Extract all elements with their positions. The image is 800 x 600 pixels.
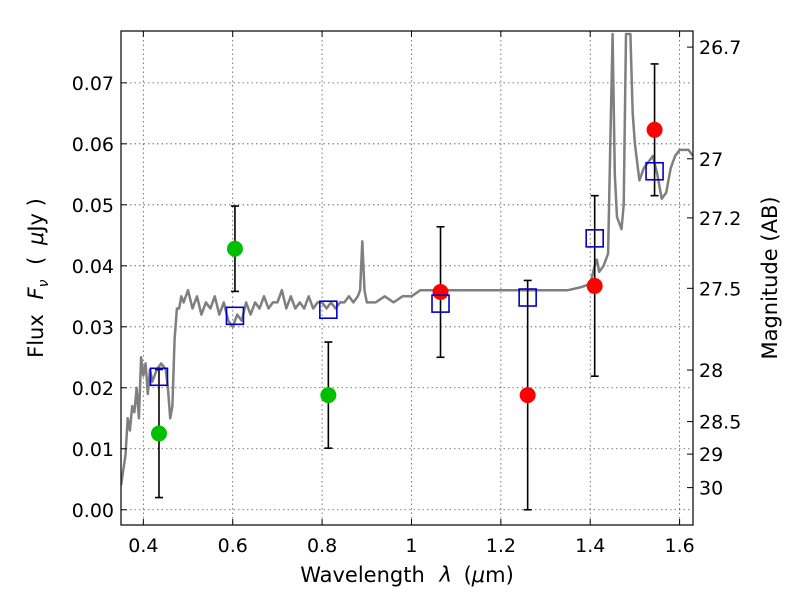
mag-tick-label-0: 26.7 [699,37,741,59]
model-photometry-square-1 [225,306,245,326]
photometry-point-0-1 [226,240,243,257]
mag-tick-label-5: 28.5 [699,412,741,434]
photometry-point-1-2 [586,277,603,294]
model-photometry-square-2 [319,300,338,320]
model-photometry-square-3 [431,294,450,313]
mag-tick-label-7: 30 [699,478,723,500]
y-tick-label-7: 0.07 [72,73,114,95]
model-spectrum-line [121,32,693,486]
x-tick-label-2: 0.8 [307,535,337,557]
mag-tick-label-2: 27.2 [699,208,741,230]
x-tick-label-1: 0.6 [218,535,248,557]
photometry-point-0-2 [320,387,337,404]
photometry-point-1-1 [519,387,536,404]
y-axis-label-unit-rest: Jy ) [24,198,48,234]
y-axis-label: Flux Fν ( μJy ) [24,198,53,358]
x-tick-label-3: 1 [405,535,417,557]
x-tick-label-5: 1.4 [575,535,605,557]
y-axis-label-unit-mu: μ [24,232,48,246]
x-tick-label-4: 1.2 [486,535,516,557]
x-axis-label-symbol: λ [438,563,451,587]
plot-frame [120,30,694,526]
model-photometry-square-6 [645,161,664,181]
model-photometry-square-0 [149,367,169,387]
x-axis-label-unit-rest: m) [485,563,514,587]
x-tick-label-0: 0.4 [128,535,158,557]
mag-tick-label-4: 28 [699,360,723,382]
photometry-point-0-0 [150,425,167,442]
y-axis-label-unit-open: ( [24,257,48,265]
y-tick-label-3: 0.03 [72,317,114,339]
y-axis-label-sub: ν [36,279,52,287]
axis-ticks: 0.4 0.6 0.8 1 1.2 1.4 1.6 0.00 0.01 0.02 0.03 0.04 0… [72,31,741,557]
grid-lines [121,31,693,525]
photometry-point-1-0 [432,284,449,301]
marker-layer [149,121,664,442]
y-axis-label-text: Flux [24,314,48,358]
y-tick-label-2: 0.02 [72,378,114,400]
x-axis-label-unit-open: ( [464,563,472,587]
x-axis-label-text: Wavelength [300,563,425,587]
right-axis-label: Magnitude (AB) [758,196,782,359]
x-axis-label: Wavelength λ (μm) [300,563,514,587]
mag-tick-label-1: 27 [699,149,723,171]
y-tick-label-0: 0.00 [72,500,114,522]
y-tick-label-5: 0.05 [72,195,114,217]
model-spectrum-layer [121,32,693,486]
y-axis-label-symbol: F [24,287,48,300]
model-photometry-square-5 [585,229,604,248]
y-tick-label-1: 0.01 [72,439,114,461]
model-photometry-square-4 [518,288,537,307]
photometry-point-1-3 [646,121,663,138]
mag-tick-label-3: 27.5 [699,278,741,300]
x-tick-label-6: 1.6 [664,535,694,557]
mag-tick-label-6: 29 [699,444,723,466]
y-tick-label-4: 0.04 [72,256,114,278]
x-axis-label-unit-mu: μ [471,563,485,587]
y-tick-label-6: 0.06 [72,134,114,156]
